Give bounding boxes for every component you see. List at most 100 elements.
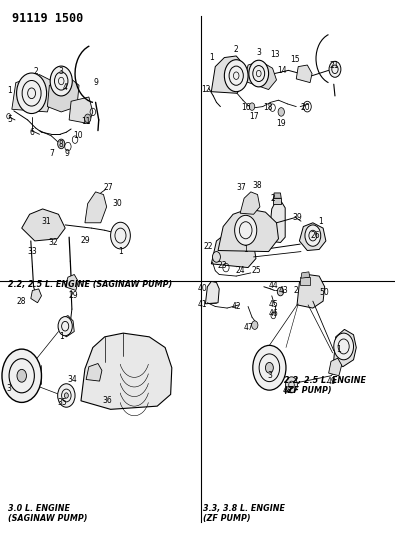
Text: 23: 23 xyxy=(217,261,227,270)
Text: 38: 38 xyxy=(253,181,262,190)
Text: 33: 33 xyxy=(28,247,37,256)
Text: 47: 47 xyxy=(243,324,253,332)
Text: 46: 46 xyxy=(269,309,278,318)
Text: 27: 27 xyxy=(104,183,113,192)
Circle shape xyxy=(249,60,269,87)
Text: 42: 42 xyxy=(231,302,241,311)
Text: 1: 1 xyxy=(318,217,323,225)
Text: 3: 3 xyxy=(59,68,64,76)
Text: 21: 21 xyxy=(329,61,339,69)
Circle shape xyxy=(2,349,41,402)
Circle shape xyxy=(249,103,255,110)
Text: 2: 2 xyxy=(271,194,276,203)
Text: 1: 1 xyxy=(8,86,12,95)
Polygon shape xyxy=(329,358,342,376)
Text: 28: 28 xyxy=(17,297,26,305)
Circle shape xyxy=(224,60,248,92)
Text: 2: 2 xyxy=(33,68,38,76)
Text: 1: 1 xyxy=(337,345,341,353)
Polygon shape xyxy=(65,274,78,290)
Text: 41: 41 xyxy=(198,301,207,309)
Circle shape xyxy=(277,287,284,296)
Text: 7: 7 xyxy=(49,149,54,158)
Text: 22: 22 xyxy=(204,242,213,251)
Text: 32: 32 xyxy=(49,238,58,247)
Text: 44: 44 xyxy=(269,281,278,289)
Text: 26: 26 xyxy=(310,231,320,240)
Text: 6: 6 xyxy=(30,128,35,136)
Text: 2.2, 2.5 L. ENGINE (SAGINAW PUMP): 2.2, 2.5 L. ENGINE (SAGINAW PUMP) xyxy=(8,280,172,289)
Polygon shape xyxy=(296,65,312,83)
Polygon shape xyxy=(47,77,79,112)
Text: 11: 11 xyxy=(81,117,91,126)
Bar xyxy=(300,277,310,285)
Polygon shape xyxy=(69,97,93,124)
Text: 48: 48 xyxy=(283,386,292,394)
Circle shape xyxy=(278,108,284,116)
Circle shape xyxy=(58,317,72,336)
Text: 19: 19 xyxy=(276,119,286,128)
Text: 40: 40 xyxy=(198,285,207,293)
Circle shape xyxy=(286,377,297,393)
Text: 1: 1 xyxy=(243,245,248,254)
Text: 2.2, 2.5 L. ENGINE
(ZF PUMP): 2.2, 2.5 L. ENGINE (ZF PUMP) xyxy=(284,376,367,395)
Text: 12: 12 xyxy=(201,85,211,94)
Polygon shape xyxy=(86,364,102,381)
Text: 2: 2 xyxy=(293,286,298,295)
Text: 43: 43 xyxy=(279,286,288,295)
Text: 16: 16 xyxy=(241,103,250,112)
Circle shape xyxy=(58,139,65,149)
Circle shape xyxy=(235,215,257,245)
Text: 20: 20 xyxy=(300,103,310,112)
Text: 15: 15 xyxy=(291,55,300,64)
Circle shape xyxy=(58,384,75,407)
Polygon shape xyxy=(240,192,260,214)
Text: 35: 35 xyxy=(58,398,67,407)
Polygon shape xyxy=(297,274,325,308)
Polygon shape xyxy=(205,281,219,304)
Polygon shape xyxy=(334,329,356,367)
Bar xyxy=(273,198,281,204)
Text: 4: 4 xyxy=(63,84,68,92)
Text: 34: 34 xyxy=(67,375,77,384)
Text: 3: 3 xyxy=(256,48,261,56)
Circle shape xyxy=(334,333,354,360)
Polygon shape xyxy=(31,289,41,303)
Circle shape xyxy=(17,73,47,114)
Text: 49: 49 xyxy=(326,377,336,385)
Text: 3: 3 xyxy=(267,372,272,380)
Polygon shape xyxy=(211,56,246,93)
Circle shape xyxy=(213,252,220,262)
Circle shape xyxy=(329,61,341,77)
Text: 37: 37 xyxy=(237,183,246,192)
Text: 10: 10 xyxy=(73,132,83,140)
Text: 3.3, 3.8 L. ENGINE
(ZF PUMP): 3.3, 3.8 L. ENGINE (ZF PUMP) xyxy=(203,504,286,523)
Polygon shape xyxy=(218,209,278,252)
Polygon shape xyxy=(85,192,107,223)
Text: 24: 24 xyxy=(235,266,245,275)
Text: 17: 17 xyxy=(249,112,258,120)
Text: 39: 39 xyxy=(292,213,302,222)
Text: 14: 14 xyxy=(278,66,287,75)
Text: 9: 9 xyxy=(93,78,98,87)
Text: 3.0 L. ENGINE
(SAGINAW PUMP): 3.0 L. ENGINE (SAGINAW PUMP) xyxy=(8,504,87,523)
Text: 25: 25 xyxy=(251,266,261,275)
Polygon shape xyxy=(244,61,276,90)
Polygon shape xyxy=(12,75,55,112)
Circle shape xyxy=(85,114,91,123)
Text: 13: 13 xyxy=(270,50,279,59)
Circle shape xyxy=(253,345,286,390)
Polygon shape xyxy=(269,201,285,243)
Text: 2: 2 xyxy=(234,45,239,53)
Polygon shape xyxy=(301,272,310,278)
Text: 45: 45 xyxy=(269,301,278,309)
Text: 1: 1 xyxy=(209,53,214,62)
Text: 9: 9 xyxy=(65,149,70,158)
Circle shape xyxy=(265,362,273,373)
Polygon shape xyxy=(58,316,74,337)
Circle shape xyxy=(64,393,68,398)
Text: 50: 50 xyxy=(320,288,329,296)
Polygon shape xyxy=(22,209,65,241)
Circle shape xyxy=(305,225,321,246)
Text: 18: 18 xyxy=(263,103,273,112)
